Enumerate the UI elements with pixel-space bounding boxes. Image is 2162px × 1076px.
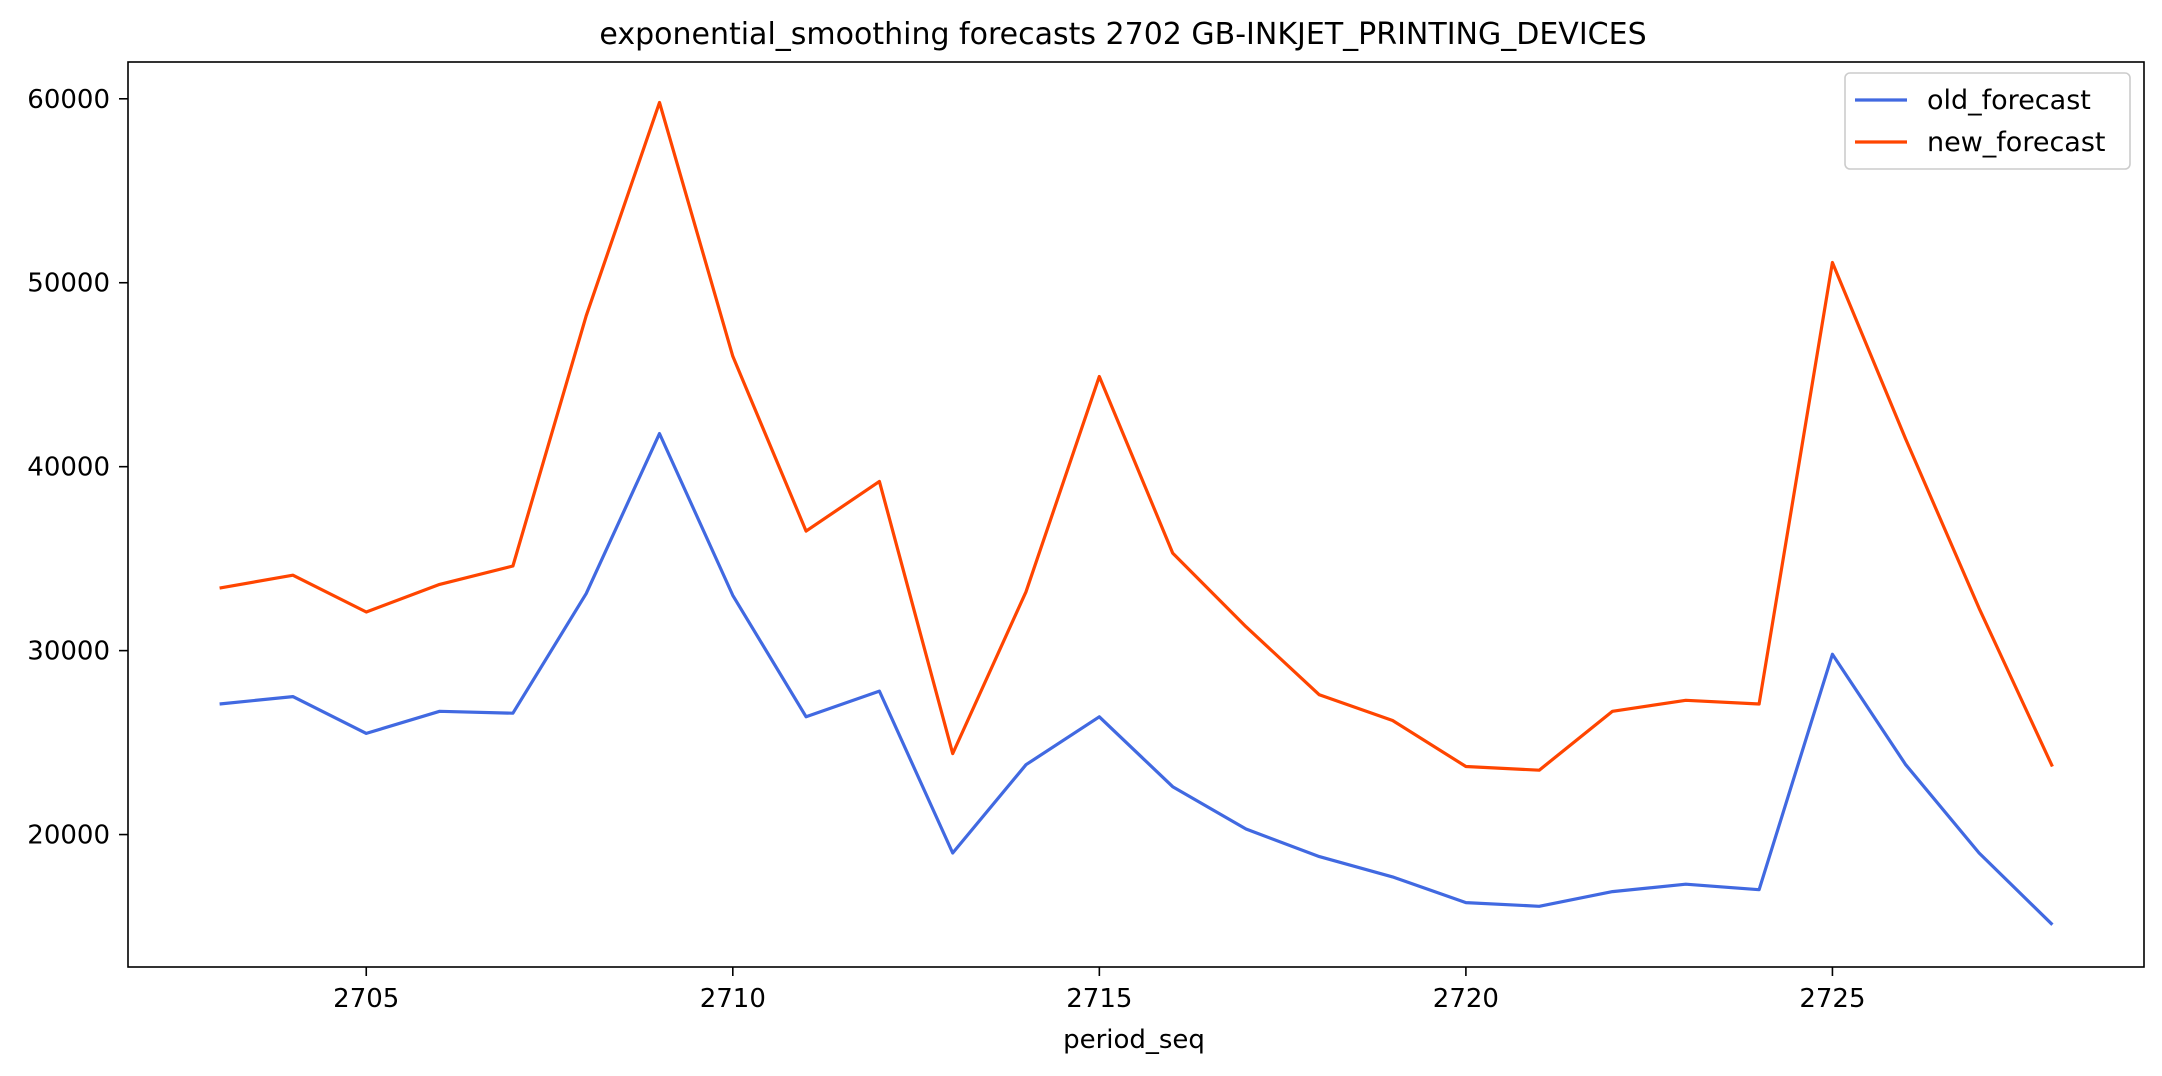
x-axis-label: period_seq xyxy=(1063,1025,1205,1055)
y-tick-label: 20000 xyxy=(27,821,110,851)
series-line-new_forecast xyxy=(219,100,2054,772)
x-tick-label: 2710 xyxy=(700,984,766,1014)
x-tick-label: 2720 xyxy=(1433,984,1499,1014)
x-tick-label: 2715 xyxy=(1066,984,1132,1014)
y-tick-label: 50000 xyxy=(27,269,110,299)
y-tick-label: 40000 xyxy=(27,453,110,483)
series-line-old_forecast xyxy=(219,432,2054,926)
plot-frame xyxy=(127,61,2145,968)
x-tick-label: 2725 xyxy=(1799,984,1865,1014)
plot-area xyxy=(127,61,2145,968)
x-tick-label: 2705 xyxy=(333,984,399,1014)
legend-label-new_forecast: new_forecast xyxy=(1927,127,2106,158)
legend-box xyxy=(1844,72,2131,170)
y-tick-label: 30000 xyxy=(27,637,110,667)
y-axis: 20000 30000 40000 50000 60000 xyxy=(27,85,128,851)
y-tick-label: 60000 xyxy=(27,85,110,115)
chart-title: exponential_smoothing forecasts 2702 GB-… xyxy=(599,17,1646,52)
x-axis: 2705 2710 2715 2720 2725 xyxy=(333,967,1866,1014)
legend-label-old_forecast: old_forecast xyxy=(1927,85,2091,116)
legend: old_forecast new_forecast xyxy=(1844,72,2131,170)
